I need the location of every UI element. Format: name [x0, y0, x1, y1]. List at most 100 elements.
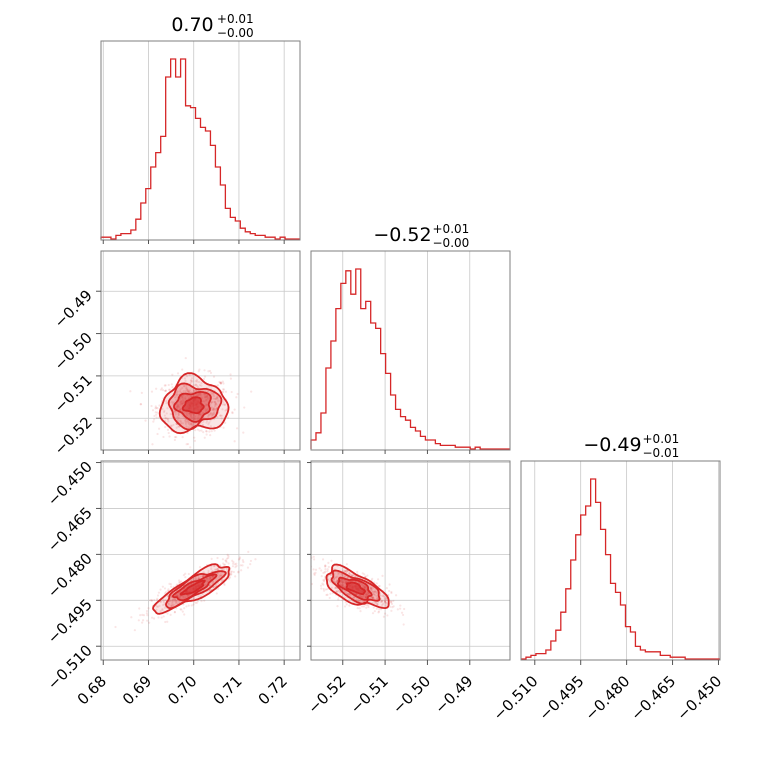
sample-point: [196, 394, 199, 397]
sample-point: [171, 602, 174, 605]
sample-point: [189, 382, 192, 385]
sample-point: [206, 390, 210, 393]
sample-point: [362, 586, 365, 589]
sample-point: [201, 423, 204, 426]
sample-point: [378, 607, 381, 611]
sample-point: [394, 594, 398, 597]
sample-point: [383, 599, 387, 603]
sample-point: [203, 400, 206, 403]
sample-point: [372, 596, 375, 600]
sample-point: [326, 593, 329, 596]
sample-point: [230, 573, 233, 576]
sample-point: [220, 414, 223, 417]
sample-point: [174, 455, 176, 457]
sample-point: [179, 608, 182, 611]
sample-point: [220, 417, 223, 420]
sample-point: [322, 583, 325, 586]
sample-point: [208, 576, 211, 580]
sample-point: [159, 600, 163, 603]
sample-point: [392, 605, 395, 608]
sample-point: [176, 415, 179, 419]
sample-point: [211, 575, 214, 579]
sample-point: [400, 611, 404, 614]
sample-point: [321, 582, 324, 585]
sample-point: [208, 421, 211, 424]
sample-point: [388, 583, 391, 586]
sample-point: [242, 431, 245, 434]
sample-point: [194, 383, 198, 386]
sample-point: [171, 386, 174, 389]
x-tick-label: −0.49: [431, 672, 476, 717]
sample-point: [336, 604, 339, 608]
sample-point: [148, 621, 151, 624]
sample-point: [370, 588, 374, 591]
sample-point: [197, 370, 200, 373]
sample-point: [373, 590, 376, 593]
sample-point: [193, 418, 196, 421]
sample-point: [185, 388, 189, 391]
sample-point: [205, 577, 208, 580]
sample-point: [367, 605, 370, 609]
sample-point: [139, 403, 143, 406]
sample-point: [215, 577, 218, 580]
sample-point: [363, 586, 367, 590]
sample-point: [179, 403, 182, 406]
sample-point: [211, 575, 215, 578]
panel-frame: [310, 250, 511, 451]
sample-point: [151, 409, 155, 412]
sample-point: [141, 621, 144, 624]
sample-point: [213, 411, 216, 414]
sample-point: [358, 599, 361, 603]
sample-point: [399, 607, 402, 610]
sample-point: [183, 385, 186, 388]
sample-point: [172, 401, 176, 404]
sample-point: [235, 396, 238, 399]
sample-point: [322, 571, 325, 574]
sample-point: [371, 596, 374, 600]
sample-point: [340, 578, 343, 581]
sample-point: [164, 417, 167, 420]
sample-point: [167, 588, 170, 591]
sample-point: [206, 419, 209, 422]
sample-point: [204, 410, 208, 413]
sample-point: [184, 420, 187, 423]
sample-point: [178, 581, 181, 585]
sample-point: [352, 596, 355, 599]
sample-point: [345, 569, 348, 572]
x-axis-ticks-col-1: −0.52−0.51−0.50−0.49: [304, 660, 477, 717]
sample-point: [311, 582, 314, 586]
sample-point: [376, 603, 379, 606]
sample-point: [182, 596, 185, 599]
sample-point: [225, 409, 228, 412]
sample-point: [219, 414, 222, 417]
sample-point: [229, 377, 233, 380]
sample-point: [169, 583, 173, 586]
sample-point: [203, 393, 206, 396]
sample-point: [240, 569, 243, 572]
sample-point: [396, 608, 399, 611]
sample-point: [205, 433, 208, 436]
sample-point: [180, 395, 183, 398]
sample-point: [168, 603, 171, 606]
sample-point: [217, 576, 221, 579]
sample-point: [225, 557, 229, 560]
sample-point: [371, 591, 374, 594]
sample-point: [212, 580, 215, 583]
sample-point: [206, 395, 209, 398]
sample-point: [348, 571, 351, 575]
sample-point: [375, 582, 378, 585]
sample-point: [225, 559, 228, 562]
sample-point: [359, 599, 362, 602]
sample-point: [161, 609, 164, 612]
sample-point: [202, 431, 205, 434]
sample-point: [157, 616, 160, 619]
sample-point: [216, 556, 219, 560]
sample-point: [214, 408, 217, 412]
sample-point: [197, 577, 200, 580]
sample-point: [336, 590, 340, 593]
sample-point: [335, 575, 338, 579]
sample-point: [180, 608, 183, 611]
param-minus-error: −0.00: [217, 26, 254, 40]
sample-point: [212, 393, 215, 396]
sample-point: [165, 417, 168, 420]
